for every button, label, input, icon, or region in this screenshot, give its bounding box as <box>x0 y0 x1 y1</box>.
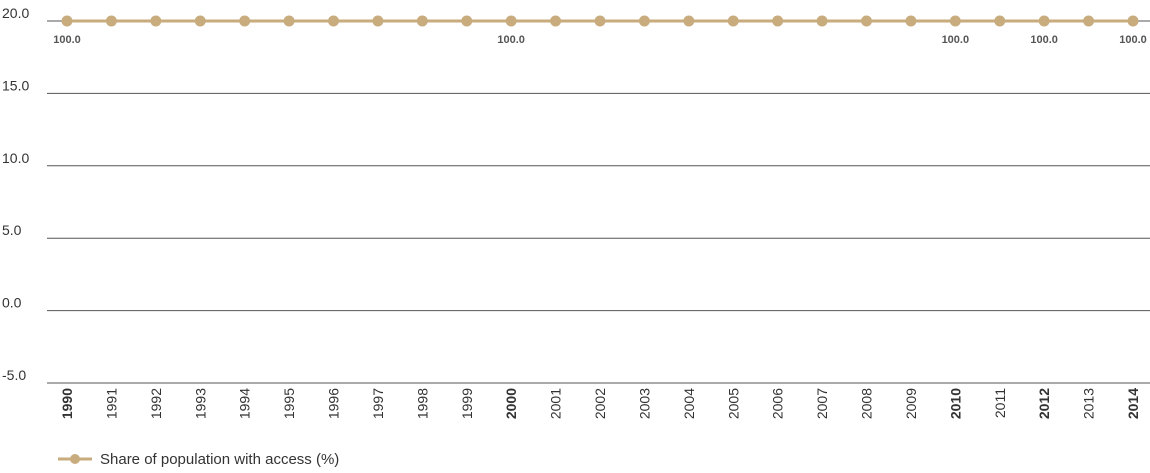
data-point <box>61 15 73 27</box>
data-label: 100.0 <box>1119 34 1147 46</box>
x-tick-label: 2003 <box>636 388 652 419</box>
legend: Share of population with access (%) <box>58 448 339 470</box>
x-tick-label: 2002 <box>592 388 608 419</box>
data-point <box>994 15 1006 27</box>
x-tick-label: 2014 <box>1125 388 1141 419</box>
x-tick-label: 2009 <box>903 388 919 419</box>
x-tick-label: 2006 <box>770 388 786 419</box>
y-tick-label: 0.0 <box>2 295 22 311</box>
y-tick-label: 15.0 <box>2 77 29 93</box>
data-label: 100.0 <box>497 34 525 46</box>
x-tick-label: 2000 <box>503 388 519 419</box>
data-point <box>505 15 517 27</box>
x-tick-label: 1993 <box>192 388 208 419</box>
y-tick-label: -5.0 <box>2 367 26 383</box>
data-point <box>372 15 384 27</box>
data-point <box>105 15 117 27</box>
x-tick-label: 1999 <box>459 388 475 419</box>
x-tick-label: 2007 <box>814 388 830 419</box>
data-point <box>861 15 872 27</box>
x-tick-label: 1995 <box>281 388 297 419</box>
x-tick-label: 1992 <box>148 388 164 419</box>
x-tick-label: 2001 <box>548 388 564 419</box>
data-point <box>905 15 917 27</box>
data-label: 100.0 <box>1030 34 1058 46</box>
x-tick-label: 2004 <box>681 388 697 419</box>
data-point <box>1083 15 1095 27</box>
y-tick-label: 5.0 <box>2 222 22 238</box>
data-point <box>194 15 206 27</box>
data-point <box>727 15 739 27</box>
x-tick-label: 2011 <box>992 388 1008 418</box>
data-point <box>816 15 828 27</box>
data-point <box>1038 15 1050 27</box>
data-point <box>150 15 162 27</box>
data-point <box>638 15 650 27</box>
data-point <box>328 15 339 27</box>
x-tick-label: 1998 <box>414 388 430 419</box>
y-tick-label: 10.0 <box>2 150 29 166</box>
x-tick-label: 1991 <box>103 388 119 419</box>
data-point <box>283 15 295 27</box>
x-tick-label: 1996 <box>326 388 342 419</box>
x-tick-label: 2005 <box>725 388 741 419</box>
x-tick-label: 1997 <box>370 388 386 419</box>
data-point <box>949 15 961 27</box>
data-point <box>1127 15 1139 27</box>
data-point <box>239 15 251 27</box>
y-tick-label: 20.0 <box>2 5 29 21</box>
data-label: 100.0 <box>53 34 81 46</box>
data-point <box>416 15 428 27</box>
legend-swatch-icon <box>58 454 92 464</box>
x-tick-label: 1990 <box>59 388 75 419</box>
data-point <box>461 15 473 27</box>
data-point <box>772 15 784 27</box>
data-point <box>550 15 562 27</box>
x-tick-label: 2008 <box>859 388 875 419</box>
data-point <box>594 15 606 27</box>
data-point <box>683 15 695 27</box>
x-tick-label: 2013 <box>1081 388 1097 419</box>
legend-label: Share of population with access (%) <box>100 450 340 468</box>
x-tick-label: 2012 <box>1036 388 1052 419</box>
x-tick-label: 1994 <box>237 388 253 419</box>
data-label: 100.0 <box>942 34 970 46</box>
x-tick-label: 2010 <box>947 388 963 419</box>
